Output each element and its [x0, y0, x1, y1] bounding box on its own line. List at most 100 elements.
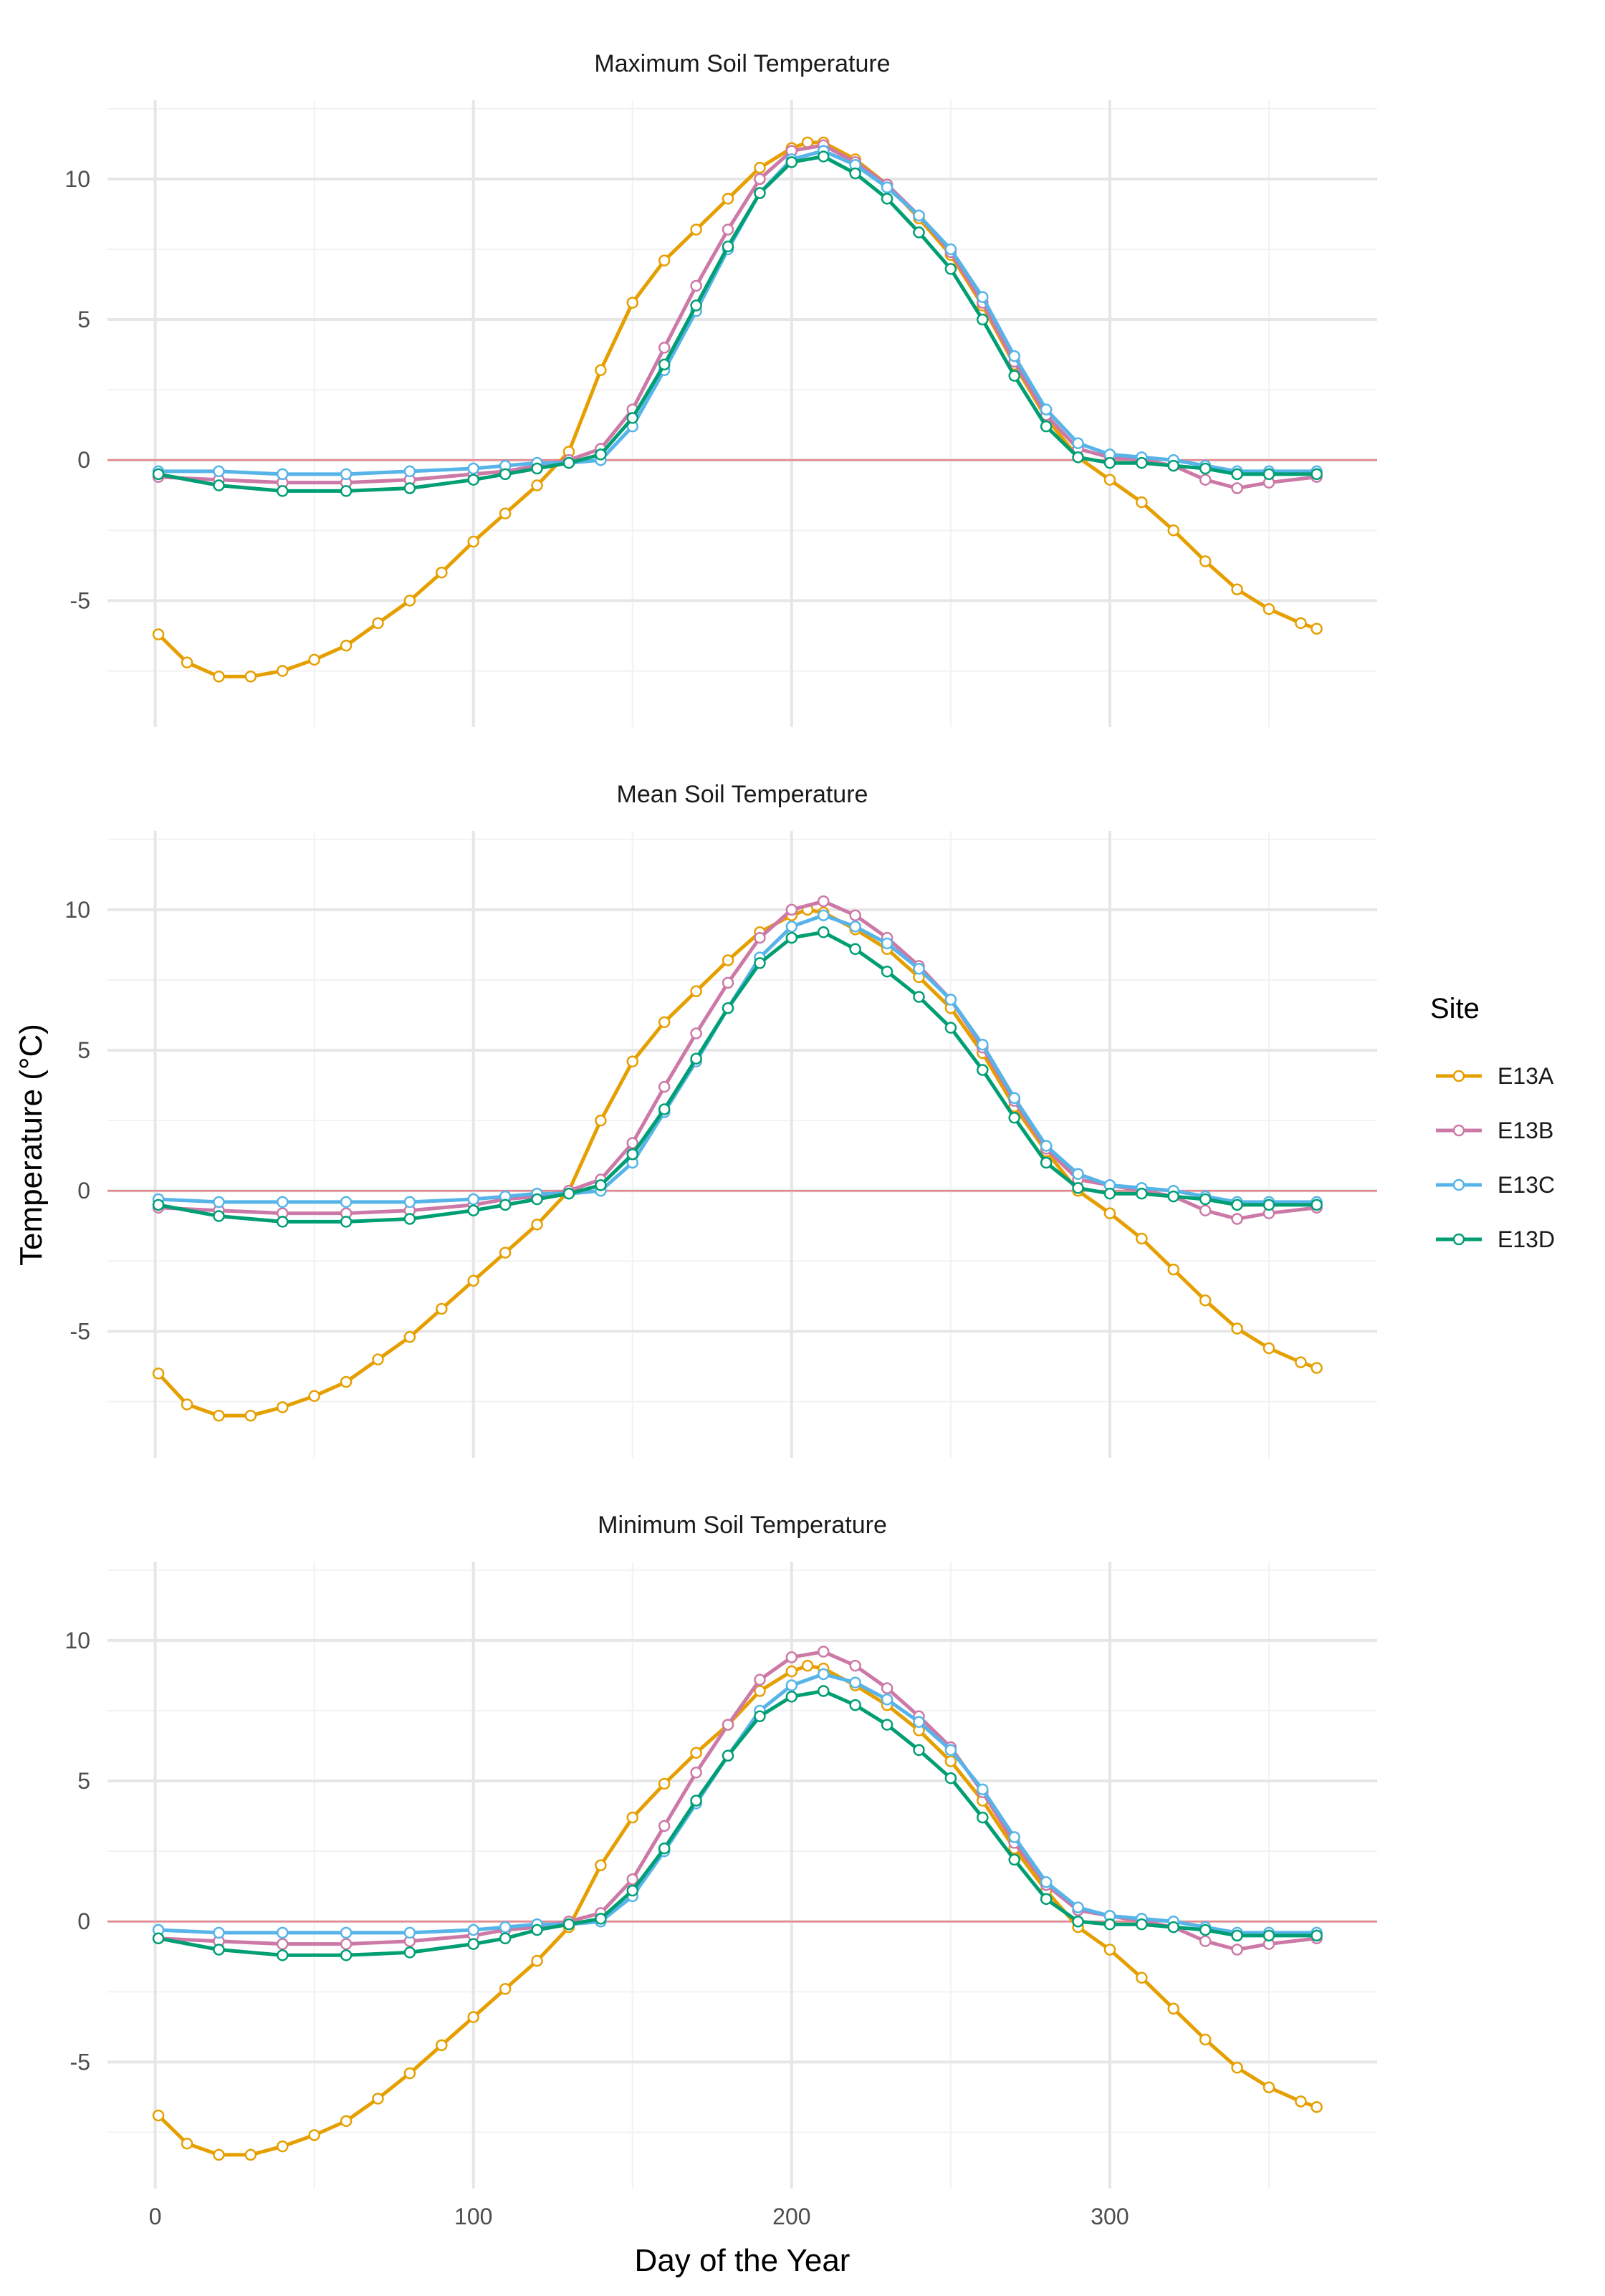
data-point-E13A: [467, 535, 479, 548]
data-point-E13C: [944, 1744, 957, 1757]
data-point-E13A: [658, 1016, 671, 1029]
data-point-E13A: [1311, 2100, 1323, 2113]
series-line-E13C: [156, 913, 1319, 1204]
data-point-E13C: [977, 291, 989, 303]
data-point-E13C: [1008, 1831, 1020, 1843]
data-point-E13A: [1136, 1232, 1148, 1245]
data-point-E13A: [785, 1665, 798, 1678]
data-point-E13A: [499, 1983, 512, 1995]
data-point-E13D: [817, 926, 830, 938]
data-point-E13D: [467, 1938, 479, 1950]
panel-title: Maximum Soil Temperature: [594, 50, 890, 77]
data-point-E13D: [499, 1932, 512, 1945]
data-point-E13C: [785, 1679, 798, 1691]
data-point-E13A: [244, 1409, 257, 1422]
data-point-E13D: [403, 482, 416, 494]
data-point-E13D: [626, 1884, 639, 1897]
data-point-E13A: [595, 1114, 607, 1127]
x-tick-label: 200: [772, 2204, 810, 2229]
data-point-E13D: [1311, 468, 1323, 481]
data-point-E13A: [1103, 1207, 1116, 1219]
data-point-E13A: [754, 161, 766, 174]
data-point-E13A: [722, 954, 734, 966]
data-point-E13D: [1008, 1853, 1020, 1866]
legend-label: E13C: [1498, 1172, 1556, 1198]
legend-swatch-E13A: [1436, 1070, 1482, 1082]
data-point-E13C: [913, 1716, 925, 1728]
data-point-E13C: [1072, 1901, 1084, 1913]
data-point-E13D: [658, 1842, 671, 1855]
data-point-E13A: [436, 566, 448, 579]
data-point-E13A: [1311, 623, 1323, 635]
data-point-E13D: [403, 1946, 416, 1959]
data-point-E13D: [977, 313, 989, 326]
data-point-E13D: [1167, 1921, 1180, 1934]
data-point-E13D: [1040, 1156, 1053, 1169]
data-point-E13D: [152, 1199, 165, 1211]
data-point-E13C: [1040, 1140, 1053, 1152]
data-point-E13A: [499, 507, 512, 520]
data-point-E13C: [913, 209, 925, 222]
data-point-E13B: [754, 173, 766, 186]
data-point-E13A: [1103, 474, 1116, 486]
data-point-E13A: [467, 1274, 479, 1287]
data-point-E13D: [152, 468, 165, 481]
data-point-E13B: [277, 1938, 289, 1950]
data-point-E13A: [308, 1390, 320, 1402]
data-point-E13D: [277, 1949, 289, 1961]
data-point-E13D: [1199, 462, 1212, 475]
data-point-E13D: [913, 226, 925, 239]
data-point-E13A: [1199, 2033, 1212, 2046]
legend-swatch-E13B: [1436, 1124, 1482, 1137]
legend-swatch-point: [1452, 1178, 1465, 1191]
data-point-E13D: [213, 479, 225, 491]
data-point-E13D: [754, 187, 766, 199]
series-E13D: [152, 926, 1323, 1228]
y-tick-label: -5: [70, 2049, 90, 2075]
data-point-E13D: [562, 456, 575, 469]
series-line-E13A: [156, 908, 1319, 1418]
x-tick-label: 0: [149, 2204, 162, 2229]
data-point-E13C: [467, 1923, 479, 1936]
data-point-E13A: [277, 1401, 289, 1413]
data-point-E13C: [881, 1694, 893, 1706]
data-point-E13C: [403, 1196, 416, 1209]
data-point-E13A: [690, 224, 702, 236]
data-point-E13B: [1231, 1213, 1243, 1225]
data-point-E13B: [849, 909, 861, 921]
data-point-E13C: [340, 468, 353, 481]
data-point-E13A: [181, 2137, 193, 2150]
data-point-E13B: [690, 1767, 702, 1779]
data-point-E13D: [499, 468, 512, 481]
data-point-E13D: [152, 1932, 165, 1945]
data-point-E13A: [152, 1368, 165, 1380]
data-point-E13C: [944, 994, 957, 1006]
data-point-E13D: [626, 412, 639, 424]
data-point-E13A: [181, 1398, 193, 1411]
legend-item-E13B: E13B: [1430, 1116, 1588, 1145]
y-tick-label: 0: [77, 1908, 90, 1934]
data-point-E13A: [1167, 1263, 1180, 1276]
data-point-E13D: [977, 1064, 989, 1076]
data-point-E13A: [436, 2039, 448, 2052]
data-point-E13D: [1103, 1187, 1116, 1200]
series-E13A: [152, 1659, 1323, 2161]
y-tick-label: 5: [77, 1037, 90, 1063]
data-point-E13A: [213, 1409, 225, 1422]
data-point-E13D: [1136, 1918, 1148, 1931]
data-point-E13C: [467, 462, 479, 475]
data-point-E13A: [403, 2067, 416, 2080]
series-E13D: [152, 1685, 1323, 1961]
legend-swatch-point: [1452, 1070, 1465, 1082]
data-point-E13D: [1311, 1929, 1323, 1942]
legend-label: E13A: [1498, 1063, 1554, 1089]
data-point-E13D: [817, 1685, 830, 1697]
data-point-E13D: [1136, 1187, 1148, 1200]
data-point-E13A: [1231, 583, 1243, 595]
data-point-E13A: [658, 1777, 671, 1790]
y-axis-label: Temperature (°C): [14, 1024, 49, 1266]
panel-title: Minimum Soil Temperature: [598, 1512, 887, 1539]
data-point-E13D: [340, 1216, 353, 1228]
data-point-E13C: [213, 1196, 225, 1209]
data-point-E13D: [595, 448, 607, 461]
